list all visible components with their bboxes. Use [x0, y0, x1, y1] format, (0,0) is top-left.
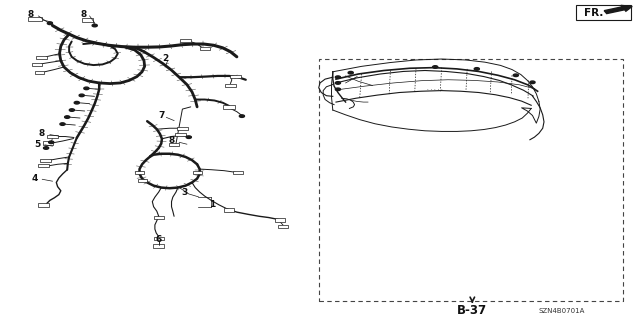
- Bar: [233, 170, 243, 174]
- FancyArrow shape: [604, 5, 632, 14]
- Text: 7: 7: [158, 111, 164, 120]
- Bar: [200, 47, 210, 50]
- Circle shape: [79, 94, 84, 97]
- Bar: [47, 135, 58, 138]
- Circle shape: [474, 68, 479, 70]
- Circle shape: [92, 24, 97, 27]
- Bar: [193, 171, 202, 174]
- Bar: [36, 56, 47, 59]
- Bar: [175, 133, 186, 136]
- Text: 6: 6: [156, 235, 162, 244]
- Bar: [43, 141, 53, 145]
- Bar: [230, 75, 241, 78]
- Text: 8: 8: [80, 10, 86, 19]
- Circle shape: [335, 88, 340, 91]
- Circle shape: [49, 141, 54, 144]
- Text: 2: 2: [162, 54, 168, 63]
- Circle shape: [47, 22, 52, 25]
- Circle shape: [335, 76, 340, 78]
- Bar: [38, 203, 49, 207]
- Bar: [135, 171, 144, 174]
- Circle shape: [186, 136, 191, 138]
- Circle shape: [335, 82, 340, 84]
- Bar: [180, 39, 191, 42]
- Circle shape: [530, 81, 535, 84]
- Text: 8: 8: [38, 130, 45, 138]
- Text: 8: 8: [28, 10, 34, 19]
- Text: 5: 5: [34, 140, 40, 149]
- Text: FR.: FR.: [584, 8, 603, 18]
- Text: 8: 8: [168, 137, 175, 145]
- Bar: [225, 84, 236, 87]
- FancyBboxPatch shape: [576, 5, 631, 20]
- Bar: [40, 159, 51, 162]
- Bar: [154, 216, 164, 219]
- Bar: [275, 219, 285, 222]
- Bar: [35, 71, 44, 74]
- Text: 3: 3: [181, 188, 188, 197]
- Circle shape: [44, 147, 49, 149]
- Bar: [223, 105, 235, 109]
- Bar: [28, 17, 42, 21]
- Bar: [82, 18, 93, 22]
- Text: 1: 1: [209, 200, 216, 209]
- Bar: [153, 244, 164, 248]
- Bar: [169, 143, 179, 146]
- Bar: [278, 225, 288, 228]
- Circle shape: [348, 71, 353, 74]
- Text: SZN4B0701A: SZN4B0701A: [539, 308, 585, 314]
- Circle shape: [239, 115, 244, 117]
- Bar: [154, 237, 164, 241]
- Circle shape: [60, 123, 65, 125]
- Circle shape: [69, 109, 74, 111]
- Bar: [177, 127, 188, 130]
- Circle shape: [433, 66, 438, 68]
- Bar: [38, 164, 49, 167]
- Bar: [138, 179, 147, 182]
- Bar: [319, 59, 623, 301]
- Circle shape: [65, 116, 70, 118]
- Bar: [224, 208, 234, 212]
- Text: · · · · ·: · · · · ·: [428, 87, 443, 93]
- Circle shape: [74, 101, 79, 104]
- Text: B-37: B-37: [457, 304, 488, 316]
- Circle shape: [513, 74, 518, 77]
- Text: 4: 4: [32, 174, 38, 182]
- Circle shape: [84, 87, 89, 90]
- Bar: [32, 63, 42, 66]
